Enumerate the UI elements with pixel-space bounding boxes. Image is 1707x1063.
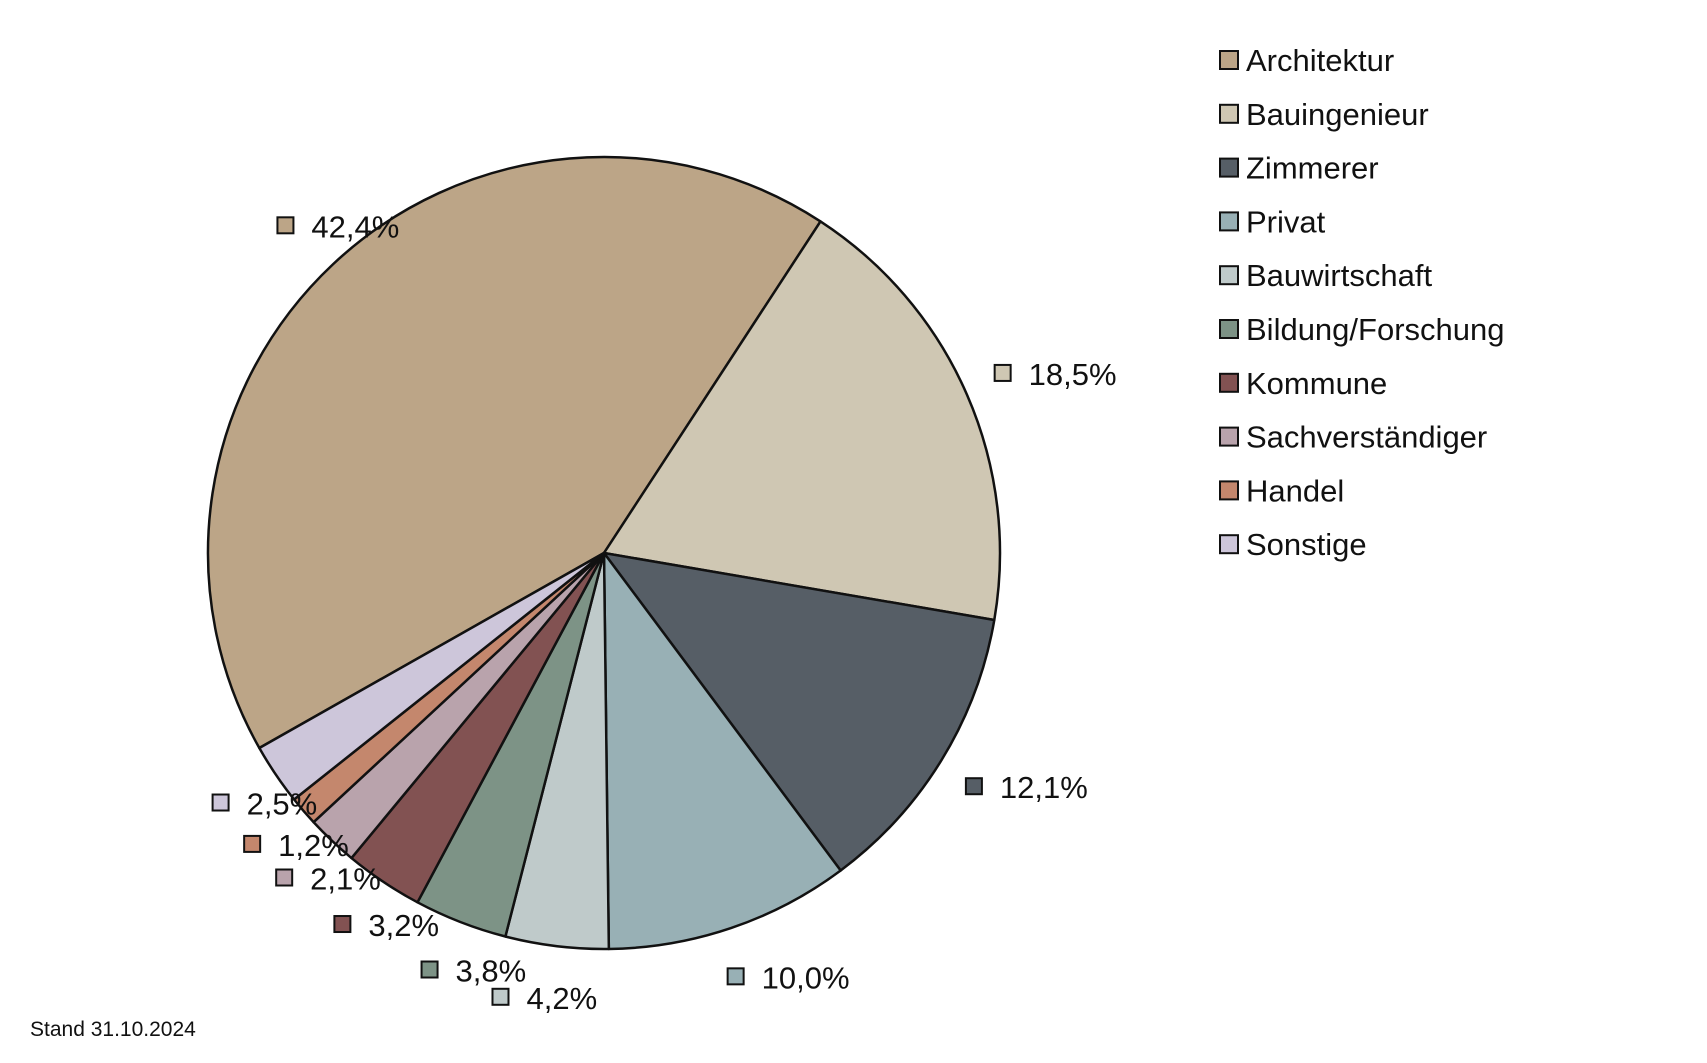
data-label-marker xyxy=(726,967,745,986)
legend-item-bauwirtschaft: Bauwirtschaft xyxy=(1219,258,1432,293)
data-label-bildung-forschung: 3,8% xyxy=(420,954,527,989)
data-label-handel: 1,2% xyxy=(243,828,349,863)
data-label-text: 2,5% xyxy=(247,787,318,822)
data-label-marker xyxy=(333,915,352,934)
pie-slices xyxy=(206,155,1002,951)
legend-swatch xyxy=(1219,265,1239,286)
legend-label: Sachverständiger xyxy=(1246,420,1487,455)
data-label-kommune: 3,2% xyxy=(333,908,439,943)
slice-zimmerer xyxy=(602,551,996,872)
data-label-text: 2,1% xyxy=(310,862,381,897)
legend-label: Architektur xyxy=(1246,43,1394,78)
data-label-text: 42,4% xyxy=(311,209,399,244)
data-label-architektur: 42,4% xyxy=(276,209,399,244)
legend-swatch xyxy=(1219,319,1239,339)
legend-label: Bauingenieur xyxy=(1246,97,1429,132)
legend-label: Bildung/Forschung xyxy=(1246,312,1505,347)
data-label-marker xyxy=(243,834,262,853)
data-label-sonstige: 2,5% xyxy=(211,787,318,822)
legend-swatch xyxy=(1219,157,1239,178)
data-label-text: 3,2% xyxy=(368,908,439,943)
slice-bauingenieur xyxy=(602,220,1002,622)
data-label-text: 12,1% xyxy=(1000,770,1088,805)
slice-privat xyxy=(602,551,842,951)
legend-label: Handel xyxy=(1246,473,1344,508)
data-label-sachverstandiger: 2,1% xyxy=(275,862,381,897)
slice-architektur xyxy=(206,155,822,750)
legend-swatch xyxy=(1219,103,1239,124)
legend-item-zimmerer: Zimmerer xyxy=(1219,151,1379,186)
data-label-marker xyxy=(420,960,439,979)
data-label-marker xyxy=(211,793,230,812)
legend-item-sachverstandiger: Sachverständiger xyxy=(1219,420,1487,455)
legend-label: Bauwirtschaft xyxy=(1246,258,1432,293)
data-label-text: 4,2% xyxy=(526,981,597,1016)
legend-item-handel: Handel xyxy=(1219,473,1344,508)
legend-label: Kommune xyxy=(1246,366,1387,401)
legend-label: Privat xyxy=(1246,204,1326,239)
data-label-text: 10,0% xyxy=(762,960,850,995)
data-label-text: 18,5% xyxy=(1029,357,1117,392)
legend-item-architektur: Architektur xyxy=(1219,43,1394,78)
data-labels: 42,4% 18,5% 12,1% 10,0% 4,2%3,8% 3,2% 2,1%1,2%… xyxy=(211,209,1117,1016)
slice-sonstige xyxy=(258,551,606,801)
legend-item-kommune: Kommune xyxy=(1219,366,1387,401)
data-label-text: 1,2% xyxy=(278,828,349,863)
legend-item-sonstige: Sonstige xyxy=(1219,527,1367,562)
legend: Architektur Bauingenieur Zimmerer Privat Bau… xyxy=(1219,43,1505,562)
data-label-marker xyxy=(964,777,983,796)
data-label-text: 3,8% xyxy=(456,954,527,989)
data-label-bauingenieur: 18,5% xyxy=(993,357,1117,392)
legend-swatch xyxy=(1219,50,1239,70)
date-footnote: Stand 31.10.2024 xyxy=(30,1018,196,1041)
legend-swatch xyxy=(1219,480,1239,501)
data-label-zimmerer: 12,1% xyxy=(964,770,1088,805)
data-label-privat: 10,0% xyxy=(726,960,850,995)
legend-label: Sonstige xyxy=(1246,527,1367,562)
legend-item-bildung-forschung: Bildung/Forschung xyxy=(1219,312,1505,347)
legend-item-privat: Privat xyxy=(1219,204,1326,239)
legend-label: Zimmerer xyxy=(1246,151,1379,186)
data-label-marker xyxy=(993,363,1012,382)
legend-item-bauingenieur: Bauingenieur xyxy=(1219,97,1429,132)
legend-swatch xyxy=(1219,426,1239,447)
legend-swatch xyxy=(1219,211,1239,232)
legend-swatch xyxy=(1219,534,1239,555)
data-label-marker xyxy=(491,987,510,1006)
data-label-marker xyxy=(275,868,294,887)
data-label-marker xyxy=(276,216,295,235)
data-label-bauwirtschaft: 4,2% xyxy=(491,981,597,1016)
legend-swatch xyxy=(1219,372,1239,393)
